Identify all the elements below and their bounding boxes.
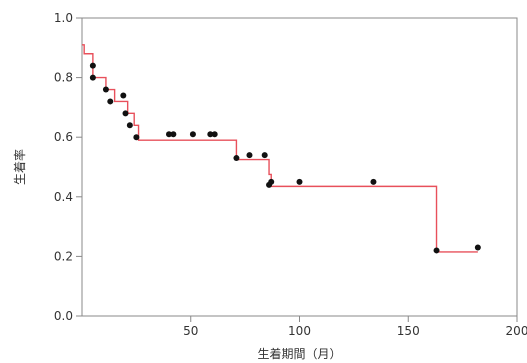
scatter-point-18 xyxy=(296,178,303,185)
scatter-point-15 xyxy=(261,152,268,159)
scatter-point-1 xyxy=(89,74,96,81)
x-axis-title: 生着期間（月） xyxy=(257,346,341,361)
x-tick-label-3: 200 xyxy=(506,324,527,338)
scatter-point-19 xyxy=(370,178,377,185)
y-tick-label-1: 0.2 xyxy=(54,249,73,263)
scatter-point-9 xyxy=(170,131,177,138)
scatter-point-7 xyxy=(133,134,140,141)
scatter-point-13 xyxy=(233,155,240,162)
x-tick-label-2: 150 xyxy=(397,324,420,338)
marks-group xyxy=(82,44,481,254)
axes-group xyxy=(76,17,518,322)
plot-frame xyxy=(81,17,518,317)
scatter-point-4 xyxy=(120,92,127,99)
scatter-point-2 xyxy=(102,86,109,93)
scatter-point-12 xyxy=(211,131,218,138)
scatter-point-10 xyxy=(189,131,196,138)
y-tick-label-5: 1.0 xyxy=(54,11,73,25)
y-tick-label-2: 0.4 xyxy=(54,190,73,204)
y-tick-label-3: 0.6 xyxy=(54,130,73,144)
scatter-point-3 xyxy=(107,98,114,105)
scatter-point-20 xyxy=(433,247,440,254)
y-axis-title: 生着率 xyxy=(12,149,27,185)
plot-group xyxy=(81,17,518,317)
scatter-point-0 xyxy=(89,62,96,69)
scatter-point-14 xyxy=(246,152,253,159)
scatter-point-11 xyxy=(207,131,214,138)
x-tick-label-0: 50 xyxy=(183,324,198,338)
y-tick-label-4: 0.8 xyxy=(54,71,73,85)
x-tick-label-1: 100 xyxy=(288,324,311,338)
survival-step-line-0 xyxy=(82,44,478,253)
scatter-point-17 xyxy=(268,178,275,185)
y-tick-label-0: 0.0 xyxy=(54,309,73,323)
scatter-point-8 xyxy=(166,131,172,138)
scatter-point-6 xyxy=(126,122,133,129)
scatter-point-21 xyxy=(474,244,481,251)
labels-group: 0.0 0.2 0.4 0.6 0.8 1.0 50 100 150 200 生着期間（月） 生着率 xyxy=(12,11,527,361)
scatter-point-5 xyxy=(122,110,129,117)
